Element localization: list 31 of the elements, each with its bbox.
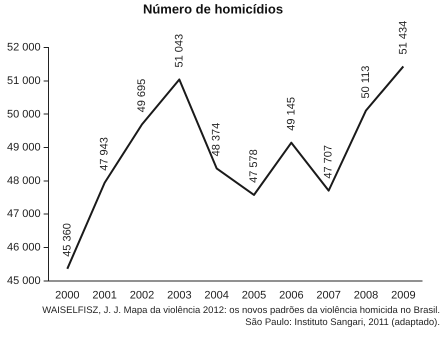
data-label: 47 943	[98, 137, 111, 171]
y-tick-label: 50 000	[6, 108, 41, 120]
data-label: 49 695	[136, 78, 148, 112]
x-tick-label: 2001	[92, 289, 117, 302]
y-tick-label: 46 000	[6, 242, 41, 254]
x-tick-label: 2007	[316, 289, 341, 302]
y-tick-label: 48 000	[6, 174, 41, 187]
x-tick-label: 2004	[204, 289, 229, 302]
text: São Paulo: Instituto Sangari, 2011 (adaptado).	[244, 316, 440, 329]
x-tick-label: 2003	[167, 289, 192, 302]
x-tick-label: 2009	[391, 289, 416, 302]
y-tick-label: 49 000	[6, 142, 41, 154]
y-tick-label: 52 000	[6, 42, 41, 54]
data-label: 48 374	[210, 122, 223, 156]
y-tick-label: 47 000	[6, 208, 41, 220]
data-label: 51 434	[397, 20, 410, 54]
x-tick-label: 2002	[130, 289, 154, 302]
y-tick-label: 45 000	[6, 274, 41, 287]
x-tick-label: 2005	[242, 289, 266, 302]
data-label: 45 360	[61, 223, 74, 257]
x-tick-label: 2000	[55, 289, 80, 302]
data-label: 47 578	[248, 149, 260, 183]
data-label: 51 043	[173, 34, 186, 68]
data-label: 50 113	[360, 66, 372, 98]
y-tick-label: 51 000	[6, 74, 41, 87]
data-label: 49 145	[285, 97, 298, 131]
x-tick-label: 2006	[279, 289, 304, 302]
chart-title: Número de homicídios	[142, 1, 284, 16]
text: WAISELFISZ, J. J. Mapa da violência 2012: os novos padrões da violência homicida no Brasil.	[41, 305, 440, 317]
x-tick-label: 2008	[354, 289, 378, 302]
data-label: 47 707	[322, 144, 335, 179]
